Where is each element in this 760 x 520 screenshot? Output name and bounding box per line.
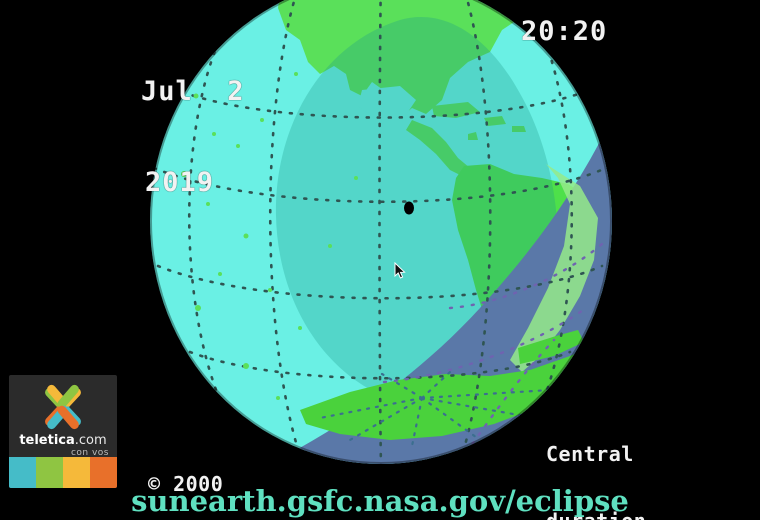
date-display: Jul 2 2019 bbox=[141, 17, 245, 259]
nasa-eclipse-url: sunearth.gsfc.nasa.gov/eclipse bbox=[131, 484, 629, 518]
antarctic-peninsula bbox=[518, 330, 584, 364]
south-pole-meridians bbox=[318, 370, 552, 448]
color-swatch-green bbox=[36, 457, 63, 488]
antarctica bbox=[300, 346, 602, 440]
pinwheel-cross-orange bbox=[57, 405, 79, 430]
gulf-of-mexico bbox=[358, 86, 416, 120]
island-specks bbox=[181, 46, 358, 400]
teletica-pinwheel-icon bbox=[45, 384, 81, 430]
north-america bbox=[278, 0, 586, 118]
teletica-color-bar bbox=[9, 457, 117, 488]
color-swatch-yellow bbox=[63, 457, 90, 488]
time-display: 20:20 bbox=[521, 16, 608, 47]
terminator-twilight-band bbox=[510, 164, 598, 372]
logo-name: teletica bbox=[19, 433, 75, 448]
teletica-tagline: con vos bbox=[70, 448, 109, 458]
duration-label-line1: Central bbox=[546, 441, 634, 466]
puerto-rico bbox=[512, 126, 526, 132]
central-duration-readout: Central duration ms 336 bbox=[546, 398, 646, 520]
hispaniola bbox=[484, 116, 506, 126]
night-side bbox=[270, 118, 612, 464]
globe-limb bbox=[150, 0, 612, 464]
graticule-day bbox=[152, 0, 608, 464]
globe-svg bbox=[150, 0, 612, 464]
date-monthday: Jul 2 bbox=[141, 76, 245, 108]
color-swatch-orange bbox=[90, 457, 117, 488]
credit-block: © 2000 A.T.Sinclair bbox=[148, 428, 299, 520]
jamaica bbox=[468, 132, 478, 140]
logo-domain: .com bbox=[74, 433, 107, 448]
cursor-arrow-icon bbox=[394, 262, 406, 279]
umbral-shadow bbox=[404, 201, 414, 215]
pinwheel-cross-green bbox=[57, 384, 79, 409]
teletica-wordmark: teletica.com bbox=[9, 433, 117, 448]
earth-globe bbox=[150, 0, 612, 464]
copyright-line: © 2000 bbox=[148, 471, 224, 496]
color-swatch-teal bbox=[9, 457, 36, 488]
mouse-cursor bbox=[394, 262, 406, 279]
central-america bbox=[406, 120, 470, 178]
date-year: 2019 bbox=[145, 167, 215, 199]
duration-label-line2: duration bbox=[546, 510, 646, 520]
teletica-logo-watermark: teletica.com con vos bbox=[9, 375, 117, 488]
